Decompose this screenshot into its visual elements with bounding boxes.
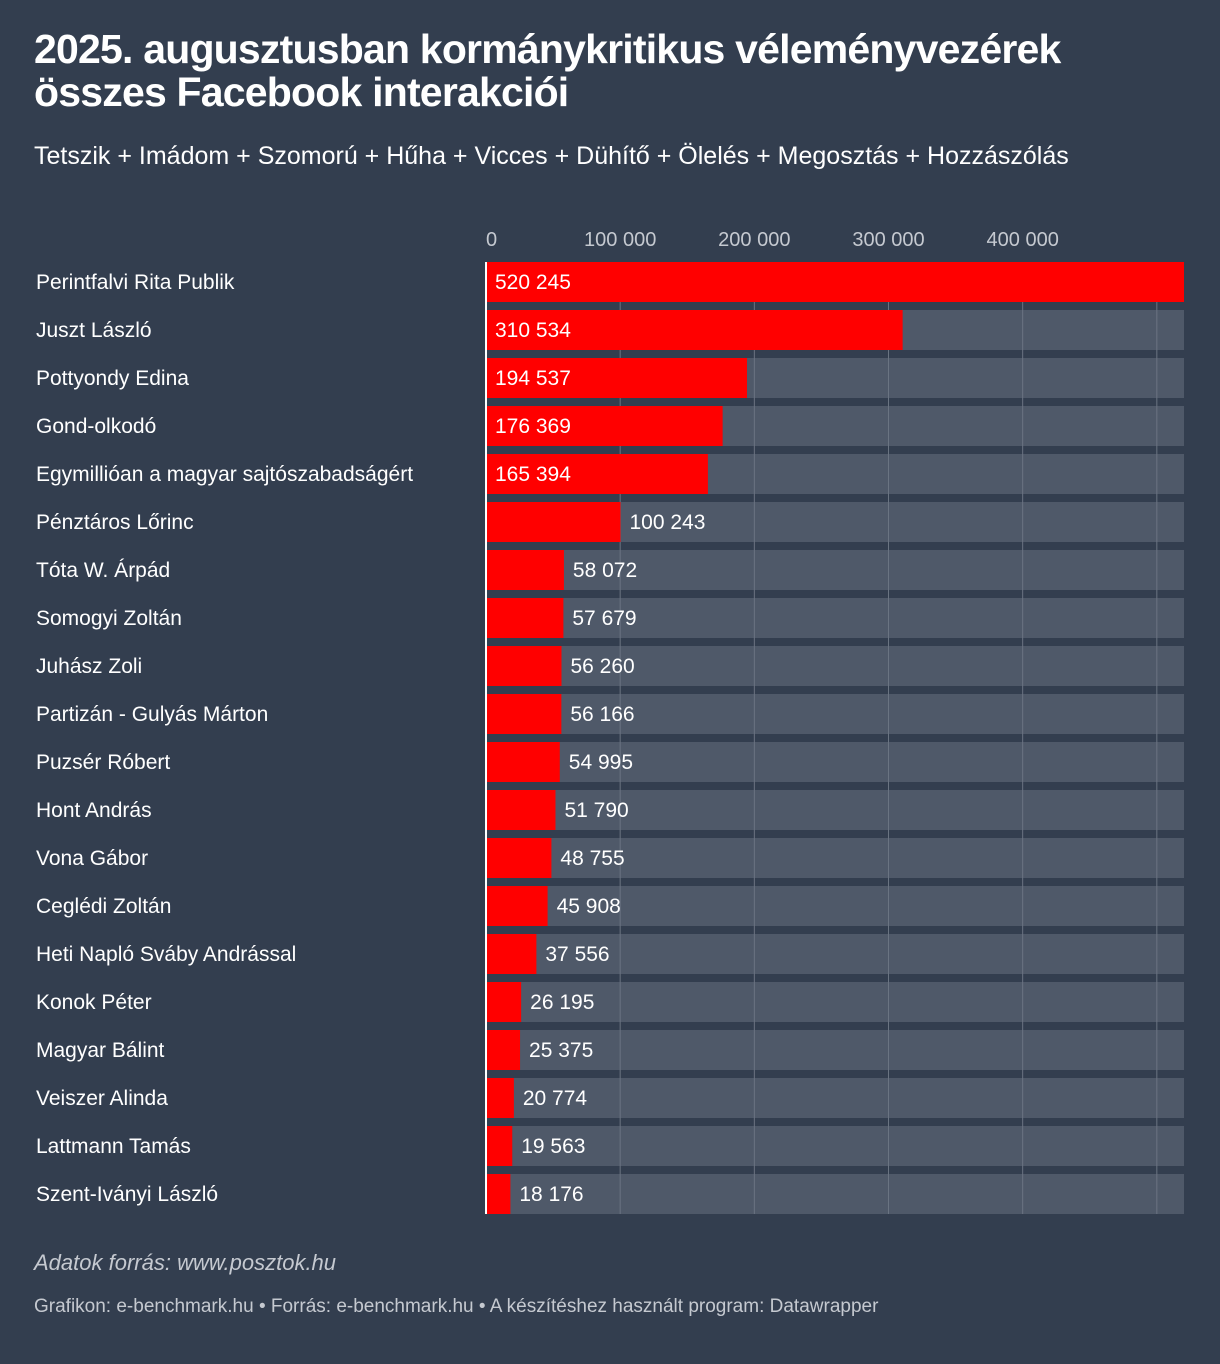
bar (486, 886, 548, 926)
category-label: Somogyi Zoltán (36, 607, 182, 630)
bar (486, 454, 708, 494)
bar (486, 502, 621, 542)
category-label: Lattmann Tamás (36, 1135, 191, 1158)
bar-track (486, 550, 1184, 590)
value-labels: 520 245 310 534 194 537 176 369 165 394 100 2… (495, 271, 705, 1206)
category-label: Hont András (36, 799, 152, 822)
value-label: 51 790 (564, 799, 628, 822)
bar-track (486, 1030, 1184, 1070)
bar (486, 694, 562, 734)
value-label: 56 260 (570, 655, 634, 678)
category-label: Pottyondy Edina (36, 367, 189, 390)
bar (486, 742, 560, 782)
bar (486, 406, 723, 446)
bar-track (486, 646, 1184, 686)
bar (486, 934, 537, 974)
bar (486, 262, 1184, 302)
x-tick-label: 300 000 (852, 229, 924, 251)
bars (486, 262, 1184, 1214)
value-label: 26 195 (530, 991, 594, 1014)
source-note: Adatok forrás: www.posztok.hu (34, 1250, 337, 1275)
bar-track (486, 694, 1184, 734)
bar-track (486, 790, 1184, 830)
bar (486, 550, 564, 590)
category-label: Ceglédi Zoltán (36, 895, 171, 918)
bar (486, 1030, 521, 1070)
bar (486, 838, 552, 878)
value-label: 37 556 (545, 943, 609, 966)
bar (486, 598, 564, 638)
x-tick-label: 400 000 (987, 229, 1059, 251)
value-label: 48 755 (560, 847, 624, 870)
bar (486, 358, 748, 398)
bar-track (486, 1078, 1184, 1118)
category-label: Pénztáros Lőrinc (36, 511, 194, 534)
category-label: Juszt László (36, 319, 152, 342)
bar-track (486, 742, 1184, 782)
bar (486, 1078, 514, 1118)
category-label: Puzsér Róbert (36, 751, 170, 774)
bar-tracks (486, 262, 1184, 1214)
x-tick-label: 100 000 (584, 229, 656, 251)
value-label: 165 394 (495, 463, 571, 486)
bar (486, 310, 903, 350)
chart-title: 2025. augusztusban kormánykritikus vélem… (34, 26, 1061, 115)
bar (486, 982, 522, 1022)
category-label: Szent-Iványi László (36, 1183, 218, 1206)
value-label: 25 375 (529, 1039, 593, 1062)
category-label: Perintfalvi Rita Publik (36, 271, 235, 294)
bar (486, 1174, 511, 1214)
value-label: 310 534 (495, 319, 571, 342)
category-label: Tóta W. Árpád (36, 559, 170, 582)
category-label: Magyar Bálint (36, 1039, 165, 1062)
value-label: 45 908 (557, 895, 621, 918)
bar-track (486, 598, 1184, 638)
category-label: Konok Péter (36, 991, 152, 1014)
category-label: Vona Gábor (36, 847, 148, 870)
value-label: 18 176 (519, 1183, 583, 1206)
gridlines (619, 262, 1158, 1214)
bar-track (486, 1174, 1184, 1214)
x-tick-label: 0 (486, 229, 497, 251)
bar-chart: 0 100 000 200 000 300 000 400 000 Perintfalv… (36, 229, 1184, 1214)
bar (486, 1126, 513, 1166)
bar-track (486, 886, 1184, 926)
value-label: 194 537 (495, 367, 571, 390)
value-label: 54 995 (569, 751, 633, 774)
category-label: Egymillióan a magyar sajtószabadságért (36, 463, 413, 486)
category-label: Heti Napló Sváby Andrással (36, 943, 296, 966)
value-label: 100 243 (629, 511, 705, 534)
value-label: 57 679 (572, 607, 636, 630)
category-label: Gond-olkodó (36, 415, 156, 438)
x-tick-label: 200 000 (718, 229, 790, 251)
bar (486, 646, 562, 686)
value-label: 19 563 (521, 1135, 585, 1158)
chart-subtitle: Tetszik + Imádom + Szomorú + Hűha + Vicc… (34, 142, 1069, 170)
value-label: 176 369 (495, 415, 571, 438)
value-label: 520 245 (495, 271, 571, 294)
footer-credits: Grafikon: e-benchmark.hu • Forrás: e-ben… (34, 1296, 879, 1317)
x-axis-ticks: 0 100 000 200 000 300 000 400 000 (486, 229, 1059, 251)
bar-track (486, 1126, 1184, 1166)
value-label: 58 072 (573, 559, 637, 582)
category-label: Partizán - Gulyás Márton (36, 703, 268, 726)
bar-track (486, 838, 1184, 878)
value-label: 56 166 (570, 703, 634, 726)
category-label: Juhász Zoli (36, 655, 142, 678)
bar-track (486, 934, 1184, 974)
value-label: 20 774 (523, 1087, 588, 1110)
bar-track (486, 982, 1184, 1022)
bar (486, 790, 556, 830)
category-labels: Perintfalvi Rita Publik Juszt László Potty… (36, 271, 413, 1206)
category-label: Veiszer Alinda (36, 1087, 168, 1110)
